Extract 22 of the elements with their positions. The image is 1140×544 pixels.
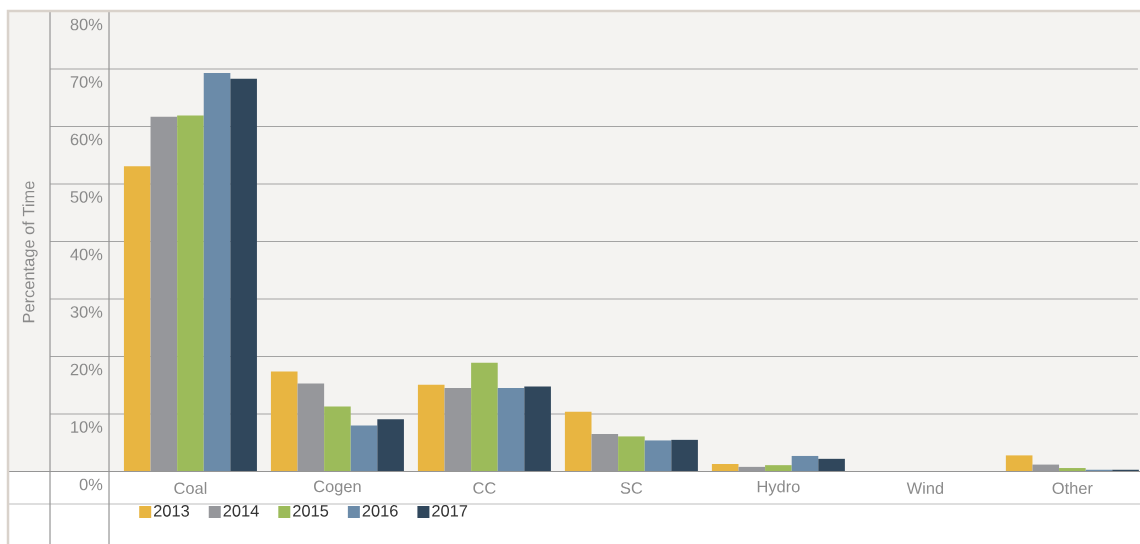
y-tick-label: 70%	[70, 76, 103, 88]
legend-label: 2013	[154, 505, 190, 517]
legend-label: 2014	[223, 505, 259, 517]
y-tick-label: 0%	[79, 478, 103, 491]
y-tick-label: 60%	[70, 133, 103, 146]
x-tick-label: SC	[620, 482, 643, 494]
x-tick-label: Cogen	[314, 480, 361, 496]
y-tick-label: 40%	[70, 248, 103, 261]
y-axis-title: Percentage of Time	[22, 181, 38, 323]
x-tick-label: Hydro	[757, 480, 800, 496]
y-tick-label: 30%	[70, 306, 103, 318]
x-tick-label: Wind	[906, 481, 944, 495]
x-tick-label: Other	[1052, 481, 1093, 495]
y-tick-label: 20%	[70, 363, 103, 376]
y-tick-label: 10%	[71, 421, 103, 433]
y-tick-label: 80%	[70, 18, 103, 31]
y-tick-label: 50%	[70, 191, 103, 203]
legend-label: 2016	[362, 505, 398, 517]
legend-label: 2015	[293, 505, 329, 517]
legend-label: 2017	[432, 505, 468, 517]
x-tick-label: CC	[473, 482, 496, 494]
x-tick-label: Coal	[174, 481, 207, 495]
